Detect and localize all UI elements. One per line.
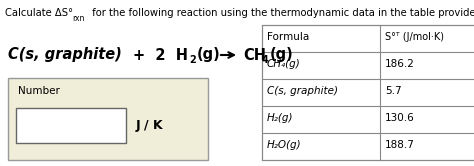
Text: (g): (g) (197, 47, 221, 63)
FancyBboxPatch shape (16, 108, 126, 143)
Text: (g): (g) (270, 47, 294, 63)
FancyBboxPatch shape (8, 78, 208, 160)
Text: 4: 4 (262, 55, 269, 65)
Text: S°ᵀ (J/mol·K): S°ᵀ (J/mol·K) (385, 32, 444, 42)
FancyBboxPatch shape (262, 25, 474, 160)
Text: Calculate ΔS°: Calculate ΔS° (5, 8, 73, 18)
Text: 188.7: 188.7 (385, 140, 415, 150)
Text: J / K: J / K (136, 119, 164, 132)
Text: +  2  H: + 2 H (133, 47, 188, 63)
Text: rxn: rxn (72, 14, 84, 23)
Text: 5.7: 5.7 (385, 86, 401, 96)
Text: CH: CH (243, 47, 266, 63)
Text: Number: Number (18, 86, 60, 96)
Text: C(s, graphite): C(s, graphite) (8, 47, 122, 63)
Text: CH₄(g): CH₄(g) (267, 59, 301, 69)
Text: for the following reaction using the thermodynamic data in the table provided:: for the following reaction using the the… (89, 8, 474, 18)
Text: H₂(g): H₂(g) (267, 113, 293, 123)
Text: Formula: Formula (267, 32, 309, 42)
Text: 186.2: 186.2 (385, 59, 415, 69)
Text: 2: 2 (189, 55, 196, 65)
Text: C(s, graphite): C(s, graphite) (267, 86, 338, 96)
Text: 130.6: 130.6 (385, 113, 415, 123)
Text: H₂O(g): H₂O(g) (267, 140, 301, 150)
